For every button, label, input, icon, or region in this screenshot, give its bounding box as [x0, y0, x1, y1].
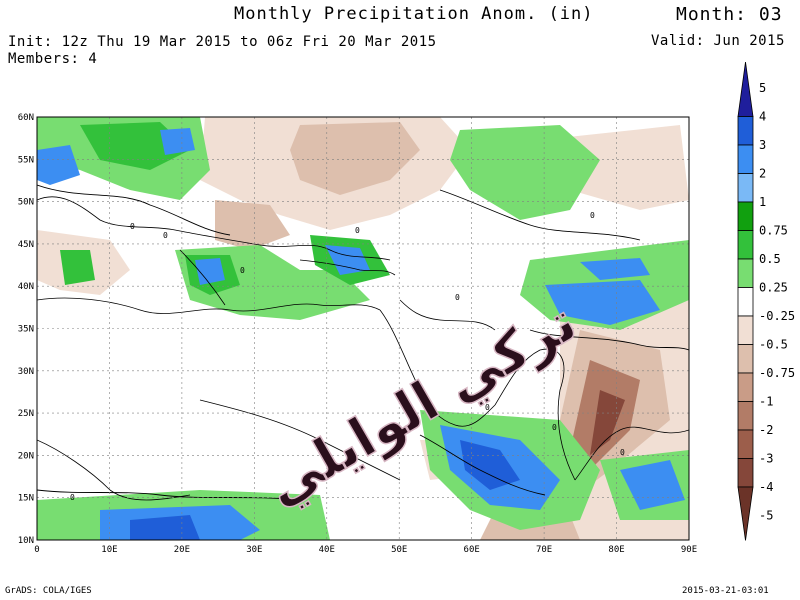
longitude-label: 90E [681, 545, 697, 555]
contour-label: 0 [130, 222, 135, 231]
latitude-label: 30N [18, 367, 34, 377]
anomaly-field [37, 117, 689, 540]
longitude-labels: 0 10E 20E 30E 40E 50E 60E 70E 80E 90E [34, 545, 697, 555]
colorbar-swatch [737, 458, 754, 488]
colorbar-label: -0.5 [759, 338, 788, 352]
colorbar-swatch [737, 344, 754, 374]
dry-area-central-europe [215, 200, 290, 250]
map-frame [36, 116, 690, 541]
latitude-label: 40N [18, 282, 34, 292]
coastlines [37, 196, 689, 501]
wet-area-scandinavia-blue [160, 128, 195, 155]
latitude-label: 50N [18, 198, 34, 208]
colorbar-label: 0.25 [759, 281, 788, 295]
dry-area-russia [290, 122, 420, 195]
colorbar [737, 61, 754, 541]
wet-area-iberia-spot [60, 250, 95, 285]
wet-area-west-africa-core [130, 515, 200, 540]
colorbar-label: -4 [759, 480, 773, 494]
colorbar-swatch [737, 401, 754, 431]
colorbar-labels: 5 4 3 2 1 0.75 0.5 0.25 -0.25 -0.5 -0.75 -1 -2 -3 -4 -5 [759, 81, 795, 523]
colorbar-label: -3 [759, 452, 773, 466]
dry-area-india-max [590, 390, 625, 455]
latitude-label: 45N [18, 240, 34, 250]
chart-title: Monthly Precipitation Anom. (in) [234, 4, 594, 24]
contour-label: 0 [485, 403, 490, 412]
wet-area-balkans-blue [195, 258, 225, 285]
contour-label: 0 [163, 231, 168, 240]
contour-label: 0 [455, 293, 460, 302]
latitude-label: 60N [18, 113, 34, 123]
wet-area-western-siberia [450, 125, 600, 220]
latitude-labels: 60N 55N 50N 45N 40N 35N 30N 25N 20N 15N 10N [18, 113, 34, 546]
colorbar-label: 0.75 [759, 224, 788, 238]
colorbar-label: -2 [759, 423, 773, 437]
colorbar-label: 0.5 [759, 252, 781, 266]
valid-label: Valid: Jun 2015 [651, 33, 785, 49]
longitude-label: 50E [391, 545, 407, 555]
latitude-label: 25N [18, 409, 34, 419]
latitude-label: 55N [18, 155, 34, 165]
init-label: Init: 12z Thu 19 Mar 2015 to 06z Fri 20 … [8, 34, 437, 50]
graticule [37, 117, 689, 540]
latitude-label: 20N [18, 451, 34, 461]
latitude-label: 35N [18, 325, 34, 335]
colorbar-label: 2 [759, 167, 766, 181]
colorbar-label: 4 [759, 110, 766, 124]
colorbar-label: -1 [759, 395, 773, 409]
wet-area-british-isles-blue [37, 145, 80, 185]
longitude-label: 20E [174, 545, 190, 555]
wet-area-hindu-kush-blue [545, 280, 660, 325]
colorbar-label: -0.75 [759, 366, 795, 380]
colorbar-swatch [737, 230, 754, 260]
colorbar-swatch [737, 201, 754, 231]
colorbar-swatch [737, 315, 754, 345]
contour-label: 0 [620, 448, 625, 457]
latitude-label: 10N [18, 536, 34, 546]
colorbar-swatch [737, 429, 754, 459]
longitude-label: 70E [536, 545, 552, 555]
wet-area-arabian-sea-core [460, 440, 520, 490]
timestamp: 2015-03-21-03:01 [682, 586, 769, 596]
colorbar-label: -5 [759, 509, 773, 523]
contour-label: 0 [355, 226, 360, 235]
contour-label: 0 [590, 211, 595, 220]
colorbar-label: 3 [759, 138, 766, 152]
colorbar-swatch [737, 144, 754, 174]
colorbar-label: -0.25 [759, 309, 795, 323]
longitude-label: 80E [608, 545, 624, 555]
colorbar-label: 1 [759, 195, 766, 209]
colorbar-label: 5 [759, 81, 766, 95]
contour-label: 0 [552, 423, 557, 432]
latitude-label: 15N [18, 494, 34, 504]
wet-area-kazakh-blue [580, 258, 650, 280]
longitude-label: 60E [464, 545, 480, 555]
longitude-label: 40E [319, 545, 335, 555]
grads-credit: GrADS: COLA/IGES [5, 586, 92, 596]
colorbar-swatch [737, 287, 754, 317]
longitude-label: 30E [246, 545, 262, 555]
colorbar-swatch [737, 372, 754, 402]
month-label: Month: 03 [676, 4, 783, 25]
colorbar-swatch-top [737, 61, 754, 117]
longitude-label: 10E [101, 545, 117, 555]
colorbar-swatch-bottom [737, 486, 754, 541]
contour-label: 0 [240, 266, 245, 275]
colorbar-swatch [737, 116, 754, 146]
colorbar-swatch [737, 173, 754, 203]
members-label: Members: 4 [8, 51, 98, 67]
colorbar-swatch [737, 258, 754, 288]
longitude-label: 0 [34, 545, 39, 555]
